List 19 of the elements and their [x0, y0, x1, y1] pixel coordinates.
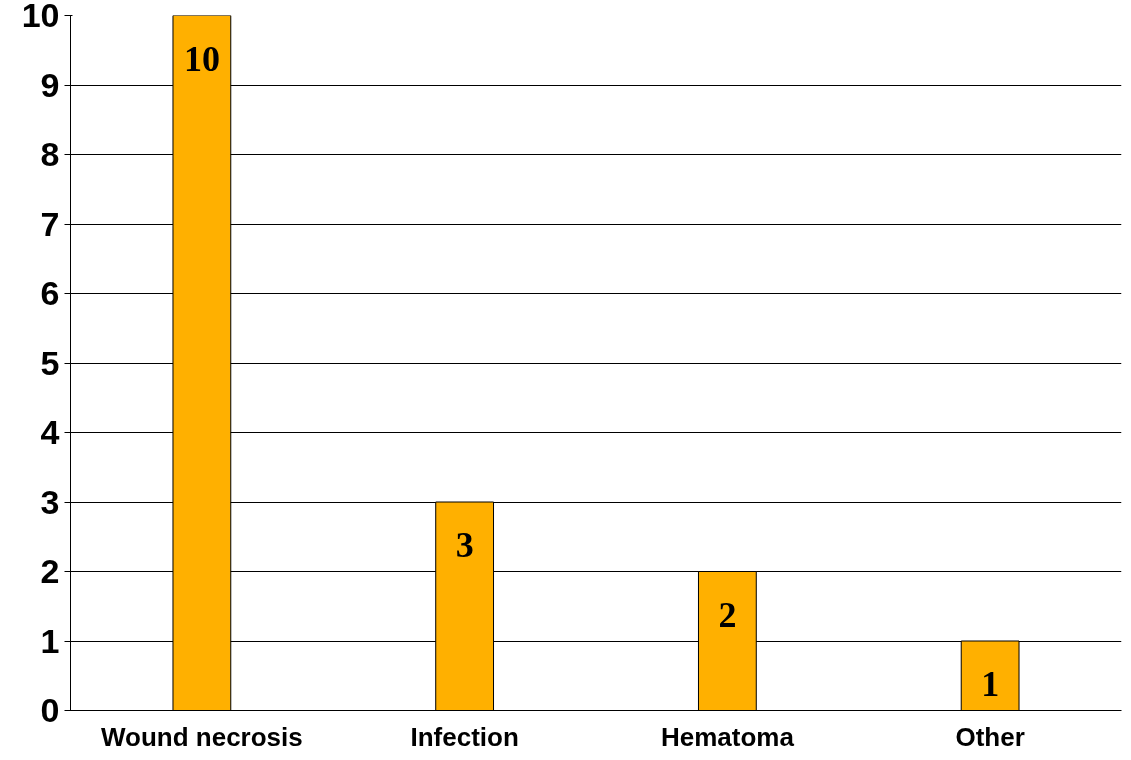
data-label: 2: [718, 594, 737, 635]
y-tick-label: 7: [40, 204, 60, 243]
data-label: 1: [981, 664, 1000, 704]
y-tick-label: 1: [40, 621, 60, 660]
x-tick-label: Other: [955, 721, 1025, 752]
y-tick-label: 2: [40, 552, 60, 590]
y-tick-label: 5: [40, 343, 60, 382]
y-tick-label: 10: [21, 0, 60, 34]
data-label: 10: [183, 38, 220, 79]
x-tick-label: Hematoma: [660, 721, 795, 752]
y-tick-label: 8: [40, 135, 60, 173]
y-tick-label: 3: [40, 482, 60, 521]
y-tick-label: 9: [40, 65, 60, 104]
y-tick-label: 4: [40, 413, 60, 451]
data-label: 3: [455, 525, 474, 565]
y-tick-label: 6: [40, 274, 60, 312]
x-tick-label: Wound necrosis: [100, 721, 303, 752]
x-tick-label: Infection: [410, 721, 519, 752]
y-tick-label: 0: [40, 691, 60, 729]
